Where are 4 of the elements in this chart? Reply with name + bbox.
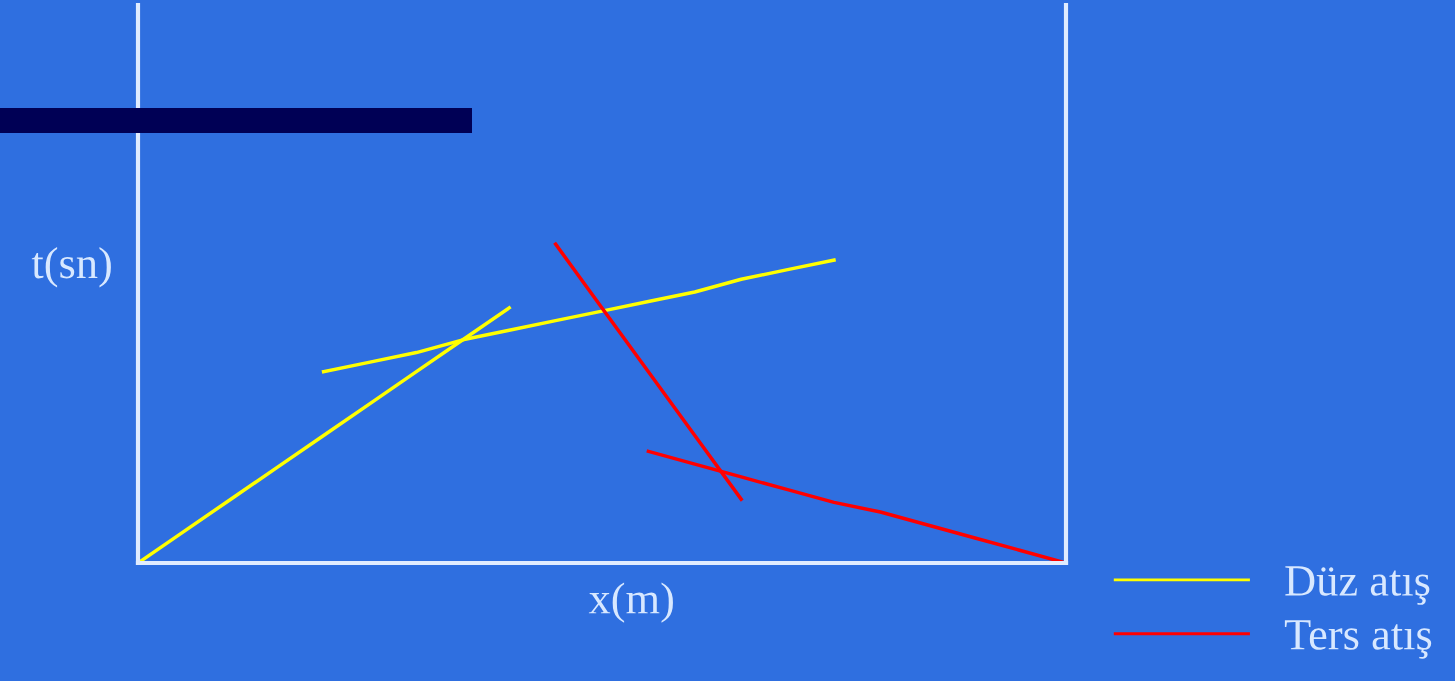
legend-label: Ters atış (1284, 620, 1432, 659)
y-axis-title: t(sn) (31, 247, 111, 288)
legend-label: Düz atış (1285, 566, 1430, 605)
x-axis-title: x(m) (588, 582, 673, 623)
